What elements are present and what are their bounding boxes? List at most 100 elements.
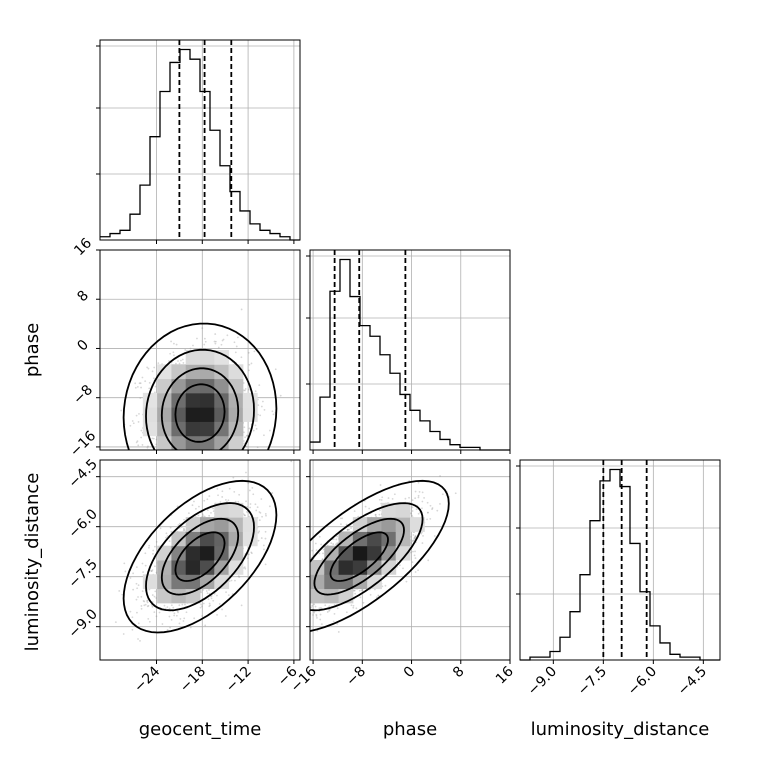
scatter-point — [135, 598, 138, 601]
scatter-point — [257, 531, 260, 534]
scatter-point — [336, 542, 338, 545]
scatter-point — [197, 514, 200, 517]
scatter-point — [172, 351, 175, 354]
scatter-point — [374, 513, 377, 516]
density-phase_vs_luminosity_distance: −16 −8 0 8 16 — [288, 459, 517, 696]
scatter-point — [234, 351, 237, 354]
scatter-point — [204, 453, 206, 455]
scatter-point — [164, 457, 166, 459]
scatter-point — [258, 511, 261, 513]
scatter-point — [237, 500, 240, 503]
scatter-point — [129, 424, 132, 427]
scatter-point — [215, 453, 217, 455]
scatter-point — [326, 611, 329, 613]
scatter-point — [170, 604, 173, 607]
scatter-point — [279, 394, 282, 397]
scatter-point — [201, 327, 204, 329]
scatter-point — [240, 356, 243, 359]
scatter-point — [190, 454, 192, 456]
scatter-point — [154, 565, 156, 568]
scatter-point — [180, 451, 182, 453]
scatter-point — [137, 596, 139, 598]
scatter-point — [255, 509, 258, 512]
density-cell — [171, 560, 187, 575]
scatter-point — [202, 515, 205, 518]
scatter-point — [194, 507, 197, 510]
scatter-point — [414, 571, 417, 573]
scatter-point — [151, 370, 154, 373]
density-cell — [200, 560, 215, 575]
scatter-point — [155, 443, 158, 446]
scatter-point — [321, 558, 324, 561]
scatter-point — [208, 589, 210, 591]
scatter-point — [154, 385, 157, 388]
scatter-point — [220, 457, 222, 459]
scatter-point — [216, 456, 218, 458]
scatter-point — [421, 500, 424, 503]
scatter-point — [140, 429, 143, 432]
y-tick-label: −6.0 — [65, 506, 100, 541]
scatter-point — [310, 606, 312, 609]
scatter-point — [208, 605, 211, 608]
density-cell — [185, 350, 201, 365]
scatter-point — [206, 592, 209, 595]
scatter-point — [131, 616, 134, 619]
scatter-point — [375, 515, 378, 518]
scatter-point — [175, 362, 177, 365]
scatter-point — [320, 623, 323, 626]
scatter-point — [413, 554, 416, 557]
scatter-point — [290, 460, 293, 463]
scatter-point — [238, 493, 241, 496]
scatter-point — [196, 455, 198, 457]
scatter-point — [423, 497, 425, 499]
scatter-point — [138, 412, 140, 415]
y-tick-label: −8 — [70, 382, 96, 408]
scatter-point — [213, 340, 216, 343]
scatter-point — [158, 611, 161, 614]
density-cell — [185, 392, 201, 408]
scatter-point — [427, 559, 430, 562]
scatter-point — [414, 535, 417, 538]
scatter-point — [210, 456, 212, 458]
scatter-point — [189, 347, 192, 350]
density-cell — [228, 502, 244, 518]
density-cell — [185, 421, 201, 437]
scatter-point — [255, 427, 258, 430]
scatter-point — [271, 492, 274, 494]
scatter-point — [411, 510, 414, 512]
scatter-point — [252, 429, 255, 432]
scatter-point — [261, 400, 264, 403]
scatter-point — [334, 543, 337, 546]
scatter-point — [318, 607, 321, 610]
scatter-point — [230, 579, 233, 582]
scatter-point — [391, 498, 394, 500]
scatter-point — [230, 455, 232, 457]
scatter-point — [260, 498, 263, 500]
scatter-point — [264, 530, 267, 533]
scatter-point — [153, 377, 155, 380]
scatter-point — [258, 530, 261, 533]
scatter-point — [411, 561, 414, 564]
density-cell — [214, 574, 230, 590]
scatter-point — [97, 404, 99, 406]
density-cell — [228, 531, 244, 547]
scatter-point — [221, 496, 224, 498]
scatter-point — [259, 414, 262, 417]
scatter-point — [148, 387, 151, 390]
density-cell — [157, 574, 172, 590]
scatter-point — [240, 308, 243, 311]
scatter-point — [319, 618, 322, 621]
density-geocent_time_vs_phase-frame — [99, 249, 301, 451]
scatter-point — [414, 557, 417, 559]
scatter-point — [135, 582, 138, 585]
scatter-point — [144, 380, 147, 383]
scatter-point — [129, 610, 132, 613]
scatter-point — [352, 604, 355, 607]
scatter-point — [204, 340, 207, 343]
contour-line-3 — [145, 348, 255, 450]
scatter-point — [300, 587, 302, 589]
scatter-point — [154, 545, 156, 548]
scatter-point — [254, 390, 257, 393]
scatter-point — [243, 566, 246, 569]
scatter-point — [189, 626, 192, 629]
